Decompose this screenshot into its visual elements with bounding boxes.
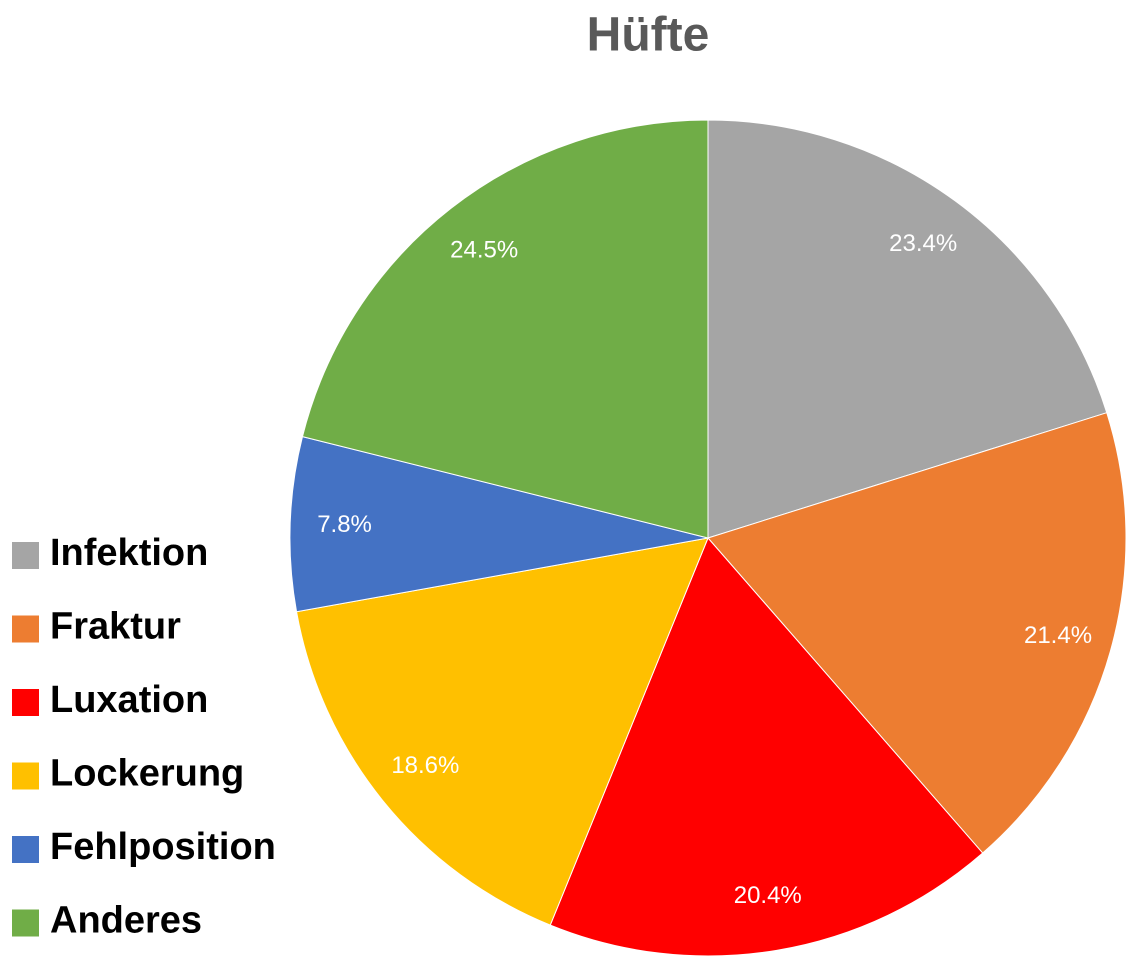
pie-slice [707,412,1126,854]
data-label: 20.4% [734,882,802,909]
legend-label: Fraktur [50,606,181,648]
pie-slice [707,119,1108,539]
pie-slice [295,537,709,926]
data-label: 24.5% [450,237,518,264]
pie-slice [301,119,709,539]
legend-swatch [12,542,39,569]
pie-slice [289,436,709,613]
data-label: 23.4% [889,230,957,257]
legend-swatch [12,836,39,863]
data-label: 21.4% [1024,622,1092,649]
legend-label: Lockerung [50,753,244,795]
legend-label: Fehlposition [50,826,276,868]
legend-swatch [12,689,39,716]
legend-swatch [12,762,39,790]
legend-label: Luxation [50,679,208,721]
legend-label: Infektion [50,532,208,574]
data-label: 7.8% [317,511,372,538]
chart-title: Hüfte [587,9,710,62]
legend-swatch [12,909,39,937]
data-label: 18.6% [391,752,459,779]
legend-label: Anderes [50,900,202,942]
pie-slice [549,537,984,957]
legend-swatch [12,615,39,643]
